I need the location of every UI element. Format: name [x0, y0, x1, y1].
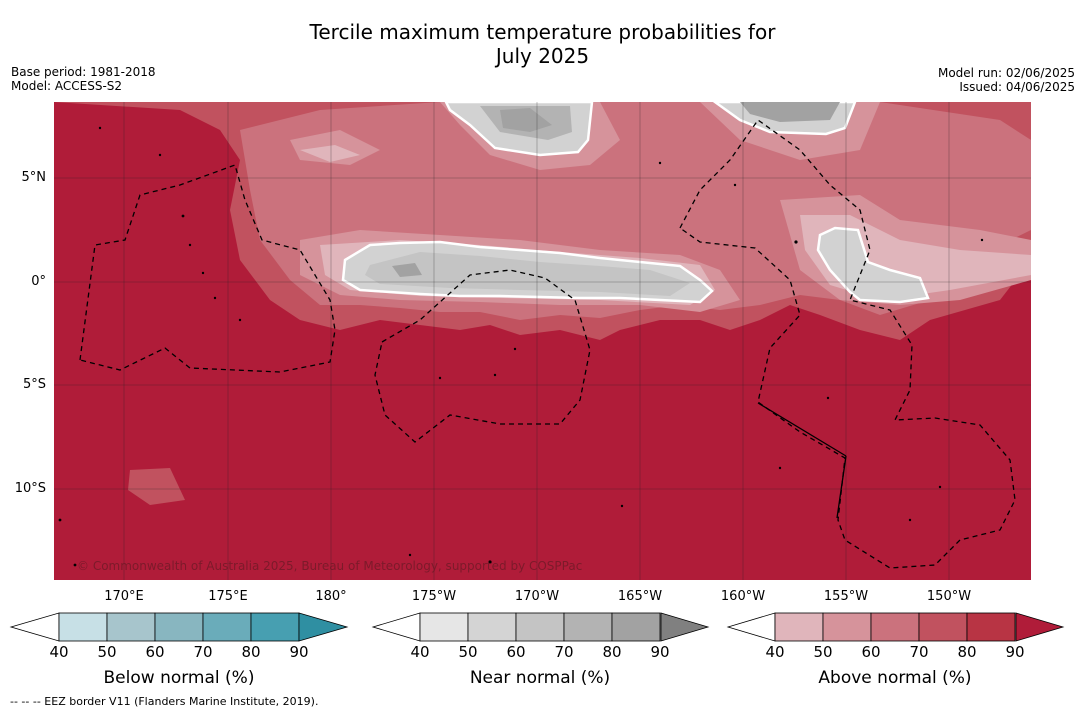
title-line-2: July 2025 [495, 44, 590, 68]
colorbar-segment [515, 612, 565, 642]
colorbar-tick: 40 [765, 643, 785, 661]
near-normal-east [816, 226, 930, 304]
colorbar-segment [870, 612, 920, 642]
colorbar-tick: 80 [602, 643, 622, 661]
issued-date: Issued: 04/06/2025 [959, 80, 1075, 94]
longitude-label: 150°W [926, 589, 972, 604]
colorbar-segment [563, 612, 613, 642]
islands [58, 126, 984, 567]
colorbar-tick: 90 [1005, 643, 1025, 661]
eez-solid-segment-2 [836, 455, 847, 519]
longitude-label: 170°W [514, 589, 560, 604]
colorbar-below [9, 612, 349, 642]
longitude-label: 165°W [617, 589, 663, 604]
colorbar-label: Below normal (%) [103, 668, 255, 688]
colorbar-segment [58, 612, 108, 642]
colorbar-segment [611, 612, 661, 642]
colorbar-tick: 60 [506, 643, 526, 661]
longitude-label: 175°E [208, 589, 248, 604]
base-period: Base period: 1981-2018 [11, 65, 156, 79]
colorbar-segment [966, 612, 1016, 642]
colorbar-segment [918, 612, 968, 642]
graticule [54, 102, 1031, 580]
colorbar-segment [419, 612, 469, 642]
colorbar-tick: 90 [289, 643, 309, 661]
colorbar-segment [202, 612, 252, 642]
colorbar-segment [467, 612, 517, 642]
latitude-label: 10°S [14, 481, 46, 496]
colorbar-near [371, 612, 710, 642]
eez-legend-note: -- -- -- EEZ border V11 (Flanders Marine… [10, 695, 319, 708]
colorbar-tick: 80 [241, 643, 261, 661]
eez-borders [79, 119, 1016, 569]
colorbar-tick: 50 [458, 643, 478, 661]
colorbar-label: Above normal (%) [818, 668, 972, 688]
near-normal-equator-core [392, 263, 422, 277]
colorbar-tick: 40 [410, 643, 430, 661]
longitude-label: 180° [315, 589, 347, 604]
meta-right: Model run: 02/06/2025 Issued: 04/06/2025 [938, 66, 1075, 94]
near-normal-equator-inner [365, 252, 690, 296]
colorbar-tick: 60 [861, 643, 881, 661]
near-normal-northeast-inner [740, 102, 840, 122]
model-name: Model: ACCESS-S2 [11, 79, 123, 93]
eez-solid-segment [757, 402, 847, 457]
colorbar-segment [106, 612, 156, 642]
colorbar-tick: 70 [554, 643, 574, 661]
model-run: Model run: 02/06/2025 [937, 66, 1075, 80]
copyright-notice: © Commonwealth of Australia 2025, Bureau… [77, 559, 583, 573]
latitude-label: 5°S [22, 377, 46, 392]
longitude-label: 170°E [104, 589, 144, 604]
above-patch [128, 468, 185, 505]
meta-left: Base period: 1981-2018 Model: ACCESS-S2 [11, 65, 156, 93]
colorbar-tick: 70 [909, 643, 929, 661]
longitude-label: 155°W [823, 589, 869, 604]
latitude-label: 0° [31, 274, 46, 289]
colorbar-segment [822, 612, 872, 642]
colorbar-segment [250, 612, 300, 642]
colorbar-tick: 70 [193, 643, 213, 661]
colorbar-tick: 50 [97, 643, 117, 661]
colorbar-segment [154, 612, 204, 642]
colorbar-tick: 50 [813, 643, 833, 661]
colorbar-above [726, 612, 1065, 642]
colorbar-label: Near normal (%) [469, 668, 611, 688]
longitude-label: 160°W [720, 589, 766, 604]
probability-field [54, 102, 1031, 580]
title-line-1: Tercile maximum temperature probabilitie… [309, 20, 776, 44]
colorbar-tick: 40 [49, 643, 69, 661]
colorbar-tick: 60 [145, 643, 165, 661]
near-normal-north-core [500, 108, 552, 132]
colorbar-tick: 90 [650, 643, 670, 661]
colorbar-tick: 80 [957, 643, 977, 661]
latitude-label: 5°N [21, 170, 47, 185]
colorbar-segment [774, 612, 824, 642]
longitude-label: 175°W [411, 589, 457, 604]
map-title: Tercile maximum temperature probabilitie… [0, 20, 1085, 68]
